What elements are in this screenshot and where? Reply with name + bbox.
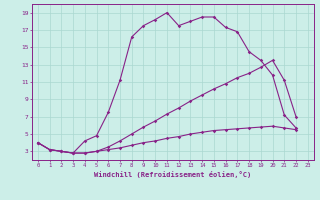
X-axis label: Windchill (Refroidissement éolien,°C): Windchill (Refroidissement éolien,°C) [94,171,252,178]
